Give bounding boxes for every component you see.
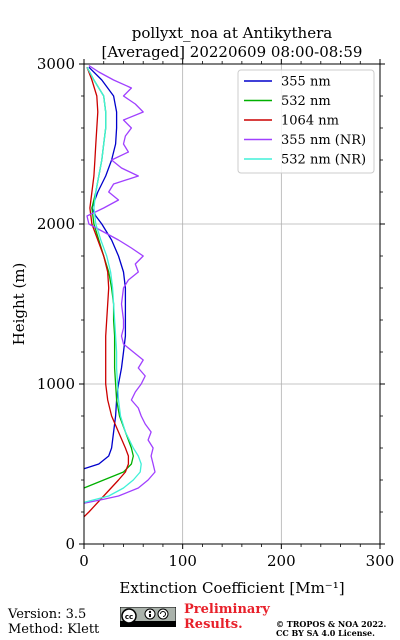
copyright-line-1: © TROPOS & NOA 2022. (276, 619, 387, 629)
y-tick-label: 2000 (37, 215, 75, 233)
copyright-notice: © TROPOS & NOA 2022. CC BY SA 4.0 Licens… (276, 620, 386, 638)
x-tick-label: 200 (267, 552, 296, 570)
svg-text:cc: cc (125, 613, 133, 621)
chart-subtitle: [Averaged] 20220609 08:00-08:59 (102, 43, 363, 61)
x-tick-label: 0 (79, 552, 89, 570)
y-axis-label: Height (m) (10, 263, 28, 346)
legend-label-2: 1064 nm (281, 114, 339, 129)
legend-label-4: 532 nm (NR) (281, 153, 366, 168)
preliminary-results-notice: Preliminary Results. (184, 602, 270, 632)
y-tick-label: 3000 (37, 55, 75, 73)
legend-box (237, 69, 375, 174)
x-tick-label: 100 (168, 552, 197, 570)
version-text: Version: 3.5 (8, 607, 87, 622)
y-tick-label: 1000 (37, 375, 75, 393)
chart-title: pollyxt_noa at Antikythera (132, 24, 332, 42)
preliminary-line-1: Preliminary (184, 602, 270, 617)
legend: 355 nm 532 nm 1064 nm 355 nm (NR) 532 nm (NR… (237, 69, 375, 174)
series-line-3 (83, 65, 156, 504)
legend-label-1: 532 nm (281, 94, 331, 109)
series-line-4 (83, 66, 142, 504)
copyright-line-2: CC BY SA 4.0 License. (276, 628, 375, 638)
x-axis-label: Extinction Coefficient [Mm⁻¹] (119, 579, 344, 597)
x-tick-label: 300 (366, 552, 395, 570)
legend-label-3: 355 nm (NR) (281, 133, 366, 148)
preliminary-line-2: Results. (184, 617, 243, 632)
cc-by-sa-badge: cc (120, 607, 176, 627)
series-line-2 (83, 66, 130, 518)
legend-label-0: 355 nm (281, 75, 331, 90)
axes-border (83, 63, 381, 545)
series-lines (83, 65, 156, 518)
y-tick-label: 0 (65, 535, 75, 553)
series-line-0 (83, 66, 127, 470)
cc-icon (121, 608, 137, 624)
sa-icon (157, 608, 169, 620)
method-text: Method: Klett (8, 622, 100, 637)
